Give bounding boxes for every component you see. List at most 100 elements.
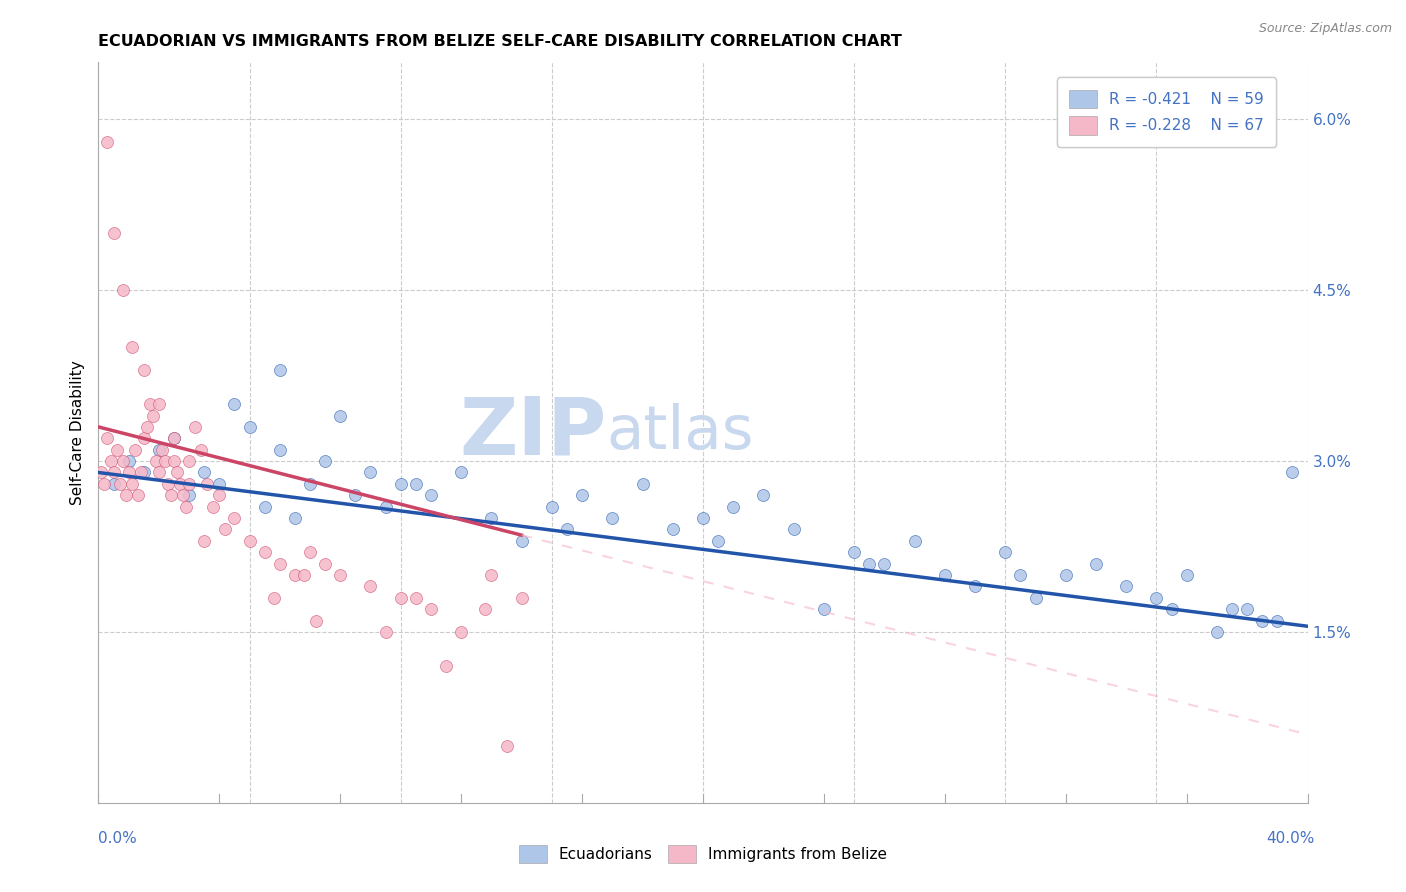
- Point: [169, 476, 191, 491]
- Point: [90, 466, 112, 480]
- Point: [434, 659, 457, 673]
- Point: [253, 500, 276, 514]
- Point: [292, 568, 315, 582]
- Point: [121, 476, 143, 491]
- Point: [103, 476, 125, 491]
- Point: [224, 397, 246, 411]
- Point: [153, 454, 176, 468]
- Point: [184, 420, 207, 434]
- Point: [934, 568, 956, 582]
- Point: [108, 476, 131, 491]
- Point: [1160, 602, 1182, 616]
- Point: [208, 476, 231, 491]
- Text: 40.0%: 40.0%: [1267, 831, 1315, 846]
- Point: [1206, 624, 1229, 639]
- Point: [707, 533, 730, 548]
- Point: [389, 476, 412, 491]
- Point: [163, 431, 186, 445]
- Point: [1010, 568, 1032, 582]
- Point: [148, 397, 170, 411]
- Point: [873, 557, 896, 571]
- Point: [314, 557, 336, 571]
- Point: [571, 488, 593, 502]
- Point: [163, 431, 186, 445]
- Point: [118, 466, 141, 480]
- Point: [103, 227, 125, 241]
- Text: 0.0%: 0.0%: [98, 831, 138, 846]
- Point: [783, 523, 806, 537]
- Point: [96, 135, 118, 149]
- Point: [224, 511, 246, 525]
- Point: [904, 533, 927, 548]
- Point: [142, 409, 165, 423]
- Y-axis label: Self-Care Disability: Self-Care Disability: [69, 360, 84, 505]
- Point: [190, 442, 212, 457]
- Point: [103, 466, 125, 480]
- Point: [93, 476, 115, 491]
- Point: [329, 409, 352, 423]
- Point: [111, 283, 134, 297]
- Point: [269, 442, 291, 457]
- Point: [163, 454, 186, 468]
- Point: [1175, 568, 1198, 582]
- Point: [239, 420, 262, 434]
- Point: [314, 454, 336, 468]
- Point: [195, 476, 218, 491]
- Point: [269, 557, 291, 571]
- Point: [105, 442, 128, 457]
- Point: [405, 476, 427, 491]
- Point: [139, 397, 162, 411]
- Point: [450, 624, 472, 639]
- Point: [1146, 591, 1168, 605]
- Point: [202, 500, 225, 514]
- Point: [118, 454, 141, 468]
- Point: [661, 523, 683, 537]
- Point: [555, 523, 578, 537]
- Point: [160, 488, 183, 502]
- Point: [96, 431, 118, 445]
- Text: ZIP: ZIP: [458, 393, 606, 472]
- Point: [166, 466, 188, 480]
- Point: [100, 454, 122, 468]
- Point: [111, 454, 134, 468]
- Point: [239, 533, 262, 548]
- Point: [495, 739, 517, 753]
- Point: [150, 442, 173, 457]
- Point: [510, 533, 533, 548]
- Point: [965, 579, 987, 593]
- Point: [1220, 602, 1243, 616]
- Point: [156, 476, 179, 491]
- Point: [208, 488, 231, 502]
- Point: [148, 466, 170, 480]
- Point: [1281, 466, 1303, 480]
- Point: [193, 533, 215, 548]
- Point: [1267, 614, 1289, 628]
- Point: [1236, 602, 1258, 616]
- Point: [132, 466, 155, 480]
- Point: [1024, 591, 1046, 605]
- Point: [405, 591, 427, 605]
- Point: [858, 557, 880, 571]
- Point: [284, 568, 307, 582]
- Point: [179, 488, 201, 502]
- Text: atlas: atlas: [606, 403, 754, 462]
- Legend: Ecuadorians, Immigrants from Belize: Ecuadorians, Immigrants from Belize: [508, 832, 898, 875]
- Point: [360, 579, 382, 593]
- Point: [420, 602, 443, 616]
- Point: [269, 363, 291, 377]
- Point: [510, 591, 533, 605]
- Point: [389, 591, 412, 605]
- Point: [474, 602, 496, 616]
- Point: [132, 363, 155, 377]
- Point: [127, 488, 149, 502]
- Point: [114, 488, 136, 502]
- Legend: R = -0.421    N = 59, R = -0.228    N = 67: R = -0.421 N = 59, R = -0.228 N = 67: [1057, 78, 1275, 147]
- Point: [994, 545, 1017, 559]
- Point: [148, 442, 170, 457]
- Point: [1115, 579, 1137, 593]
- Point: [844, 545, 866, 559]
- Point: [450, 466, 472, 480]
- Point: [540, 500, 562, 514]
- Point: [121, 340, 143, 354]
- Point: [174, 500, 197, 514]
